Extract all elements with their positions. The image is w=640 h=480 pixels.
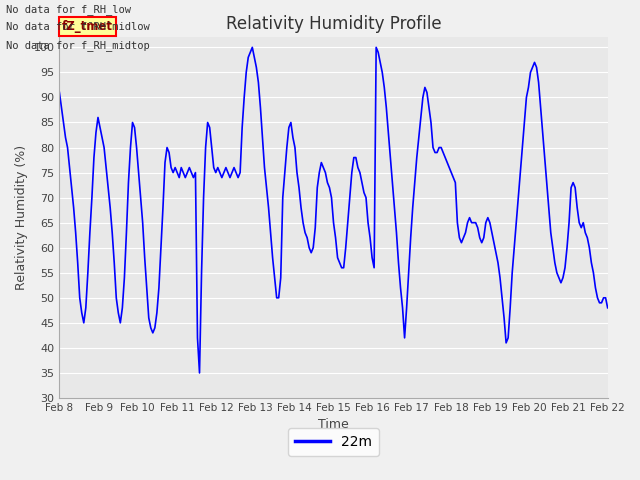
Title: Relativity Humidity Profile: Relativity Humidity Profile: [226, 15, 442, 33]
Text: No data for f_RH_midtop: No data for f_RH_midtop: [6, 40, 150, 51]
X-axis label: Time: Time: [318, 419, 349, 432]
Y-axis label: Relativity Humidity (%): Relativity Humidity (%): [15, 145, 28, 290]
Text: fZ_tmet: fZ_tmet: [62, 20, 113, 33]
Text: No data for f¯RH¯midlow: No data for f¯RH¯midlow: [6, 22, 150, 32]
Legend: 22m: 22m: [288, 428, 379, 456]
Text: No data for f_RH_low: No data for f_RH_low: [6, 4, 131, 15]
